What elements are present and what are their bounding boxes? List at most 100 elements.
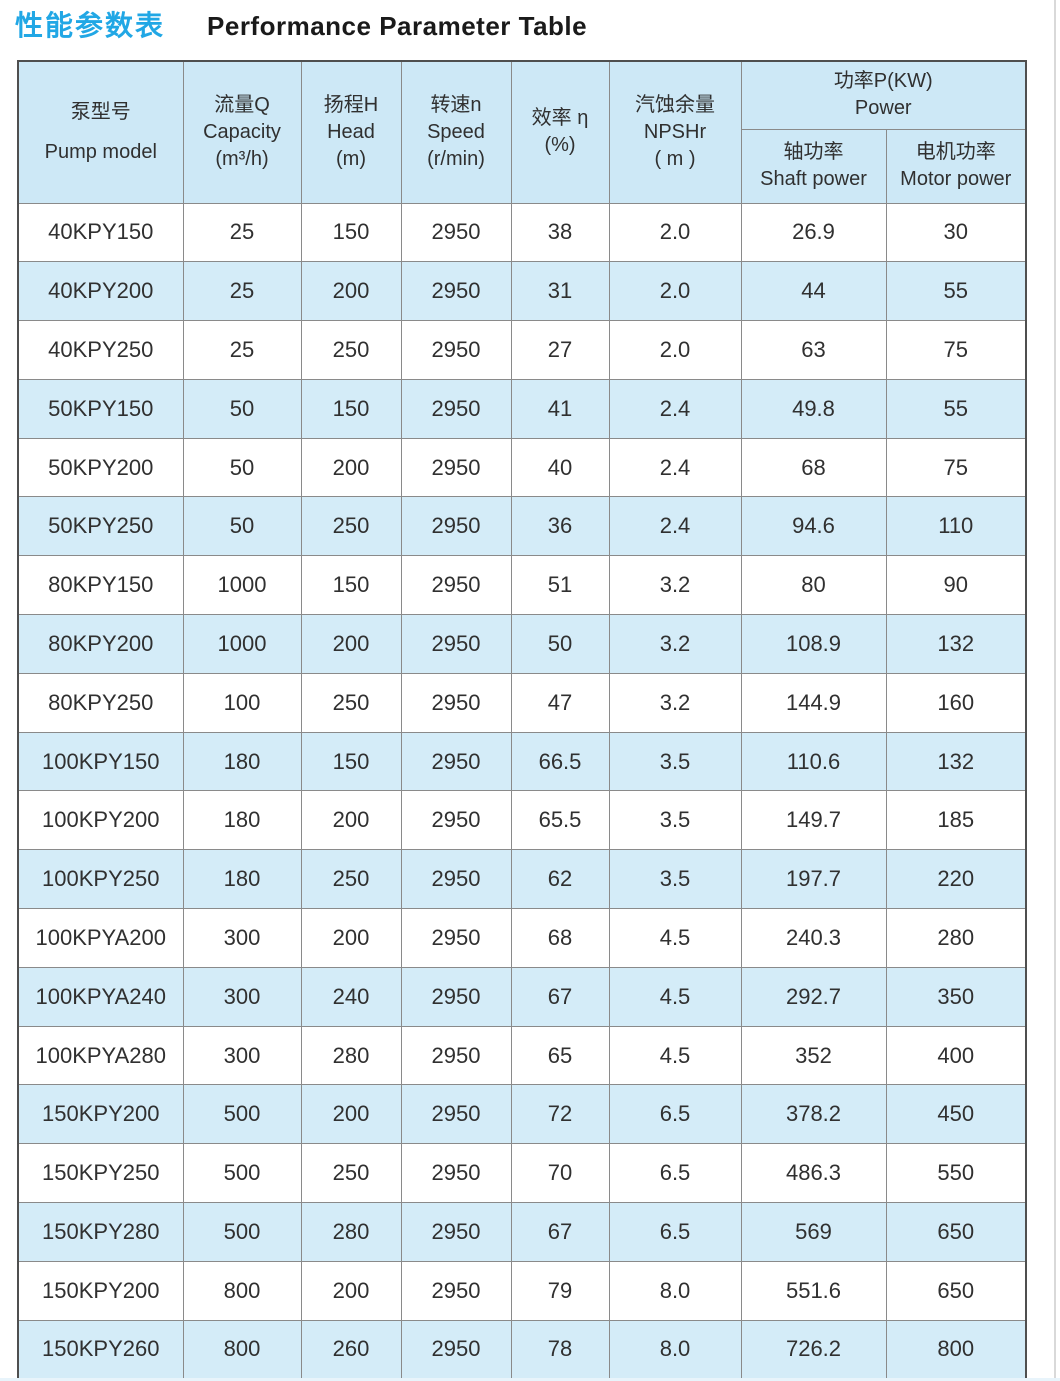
cell-pump-model: 50KPY150	[17, 378, 184, 439]
cell-capacity: 500	[182, 1202, 302, 1262]
cell-efficiency: 40	[510, 437, 610, 498]
cell-shaft-power: 63	[740, 320, 887, 380]
cell-capacity: 800	[182, 1319, 302, 1380]
cell-pump-model: 100KPYA200	[17, 908, 184, 968]
cell-capacity: 300	[182, 966, 302, 1027]
cell-shaft-power: 352	[740, 1025, 887, 1086]
cell-capacity: 1000	[182, 555, 302, 616]
header-pump-model-zh: 泵型号	[70, 100, 131, 123]
table-row: 80KPY150 1000 150 2950 51 3.2 80 90	[17, 555, 1027, 616]
cell-shaft-power: 108.9	[740, 614, 887, 674]
cell-head: 150	[300, 378, 402, 439]
cell-head: 200	[300, 261, 402, 322]
cell-npshr: 4.5	[608, 908, 742, 968]
cell-npshr: 3.2	[608, 672, 742, 733]
table-body: 40KPY150 25 150 2950 38 2.0 26.9 30 40KPY200 25 20…	[17, 202, 1027, 1380]
cell-head: 200	[300, 1084, 402, 1145]
cell-efficiency: 51	[510, 555, 610, 616]
header-efficiency: 效率 η (%)	[510, 60, 610, 204]
cell-pump-model: 50KPY250	[17, 496, 184, 557]
cell-shaft-power: 378.2	[740, 1084, 887, 1145]
cell-shaft-power: 726.2	[740, 1319, 887, 1380]
cell-motor-power: 30	[885, 202, 1027, 263]
cell-efficiency: 66.5	[510, 731, 610, 792]
header-efficiency-unit: (%)	[544, 134, 576, 157]
table-row: 80KPY250 100 250 2950 47 3.2 144.9 160	[17, 672, 1027, 733]
header-shaft-power: 轴功率 Shaft power	[740, 128, 887, 204]
cell-speed: 2950	[400, 1202, 512, 1262]
header-shaft-power-zh: 轴功率	[783, 141, 844, 163]
cell-speed: 2950	[400, 496, 512, 557]
cell-efficiency: 62	[510, 849, 610, 910]
cell-pump-model: 150KPY280	[17, 1202, 184, 1262]
cell-efficiency: 79	[510, 1260, 610, 1321]
cell-speed: 2950	[400, 555, 512, 616]
cell-speed: 2950	[400, 320, 512, 380]
cell-capacity: 180	[182, 849, 302, 910]
cell-speed: 2950	[400, 1084, 512, 1145]
cell-head: 280	[300, 1202, 402, 1262]
cell-motor-power: 280	[885, 908, 1027, 968]
cell-efficiency: 68	[510, 908, 610, 968]
cell-motor-power: 75	[885, 437, 1027, 498]
cell-pump-model: 80KPY200	[17, 614, 184, 674]
cell-motor-power: 350	[885, 966, 1027, 1027]
header-npshr-en: NPSHr	[643, 120, 707, 143]
cell-motor-power: 800	[885, 1319, 1027, 1380]
cell-speed: 2950	[400, 1260, 512, 1321]
header-capacity-en: Capacity	[203, 120, 281, 143]
cell-shaft-power: 68	[740, 437, 887, 498]
table-row: 150KPY280 500 280 2950 67 6.5 569 650	[17, 1202, 1027, 1262]
header-speed-unit: (r/min)	[427, 147, 485, 170]
cell-motor-power: 450	[885, 1084, 1027, 1145]
cell-efficiency: 50	[510, 614, 610, 674]
cell-pump-model: 100KPY250	[17, 849, 184, 910]
cell-efficiency: 72	[510, 1084, 610, 1145]
cell-shaft-power: 110.6	[740, 731, 887, 792]
header-speed: 转速n Speed (r/min)	[400, 60, 512, 204]
table-row: 150KPY260 800 260 2950 78 8.0 726.2 800	[17, 1319, 1027, 1380]
cell-head: 200	[300, 908, 402, 968]
header-npshr-unit: ( m )	[654, 147, 696, 170]
cell-npshr: 6.5	[608, 1202, 742, 1262]
cell-pump-model: 100KPY200	[17, 790, 184, 851]
cell-pump-model: 80KPY150	[17, 555, 184, 616]
cell-npshr: 3.2	[608, 614, 742, 674]
cell-efficiency: 38	[510, 202, 610, 263]
cell-head: 260	[300, 1319, 402, 1380]
cell-efficiency: 67	[510, 1202, 610, 1262]
cell-shaft-power: 240.3	[740, 908, 887, 968]
cell-speed: 2950	[400, 908, 512, 968]
cell-pump-model: 40KPY150	[17, 202, 184, 263]
cell-efficiency: 36	[510, 496, 610, 557]
cell-efficiency: 78	[510, 1319, 610, 1380]
cell-capacity: 25	[182, 202, 302, 263]
header-shaft-power-en: Shaft power	[760, 168, 867, 190]
cell-npshr: 3.5	[608, 731, 742, 792]
header-head-unit: (m)	[336, 147, 366, 170]
header-npshr-zh: 汽蚀余量	[635, 93, 715, 116]
cell-shaft-power: 26.9	[740, 202, 887, 263]
cell-pump-model: 100KPYA280	[17, 1025, 184, 1086]
cell-motor-power: 220	[885, 849, 1027, 910]
cell-efficiency: 65	[510, 1025, 610, 1086]
cell-head: 200	[300, 790, 402, 851]
cell-head: 200	[300, 437, 402, 498]
cell-capacity: 25	[182, 261, 302, 322]
table-row: 100KPYA280 300 280 2950 65 4.5 352 400	[17, 1025, 1027, 1086]
cell-motor-power: 110	[885, 496, 1027, 557]
cell-motor-power: 160	[885, 672, 1027, 733]
cell-head: 150	[300, 202, 402, 263]
cell-pump-model: 100KPYA240	[17, 966, 184, 1027]
cell-capacity: 500	[182, 1143, 302, 1204]
cell-speed: 2950	[400, 790, 512, 851]
cell-speed: 2950	[400, 202, 512, 263]
cell-head: 250	[300, 496, 402, 557]
cell-motor-power: 400	[885, 1025, 1027, 1086]
cell-motor-power: 55	[885, 261, 1027, 322]
cell-shaft-power: 44	[740, 261, 887, 322]
header-pump-model-en: Pump model	[44, 140, 157, 163]
cell-pump-model: 40KPY250	[17, 320, 184, 380]
cell-motor-power: 75	[885, 320, 1027, 380]
table-row: 100KPY200 180 200 2950 65.5 3.5 149.7 185	[17, 790, 1027, 851]
